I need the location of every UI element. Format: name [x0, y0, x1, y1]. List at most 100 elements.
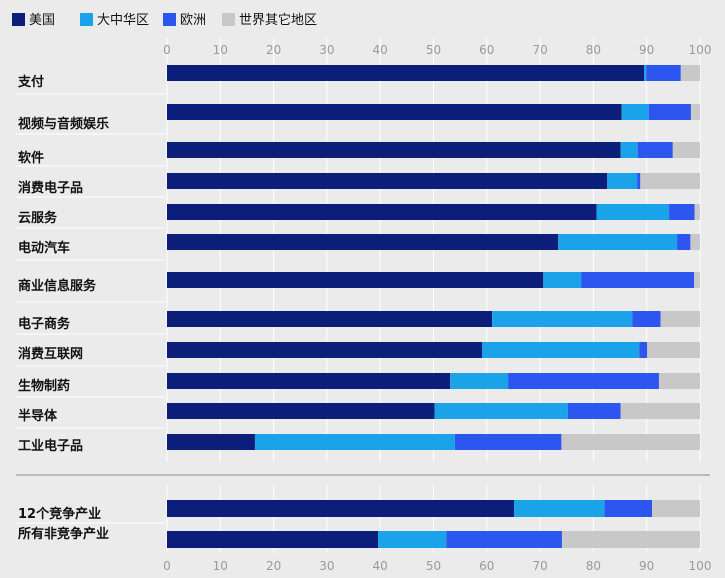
x-tick-label-top: 100 [689, 43, 712, 57]
bar-segment-1 [543, 272, 582, 288]
bar-segment-3 [640, 173, 700, 189]
x-tick-label-bottom: 100 [689, 559, 712, 573]
legend-item-0: 美国 [12, 13, 55, 28]
legend-label: 美国 [29, 13, 55, 28]
x-tick-label-top: 0 [163, 43, 171, 57]
x-tick-label-bottom: 60 [479, 559, 494, 573]
bar-segment-3 [690, 234, 700, 250]
category-label: 电动汽车 [18, 240, 70, 256]
category-label: 生物制药 [18, 378, 70, 394]
bar-segment-0 [167, 342, 483, 358]
x-tick-label-bottom: 40 [373, 559, 388, 573]
bar-segment-2 [581, 272, 695, 288]
bar-segment-1 [482, 342, 640, 358]
bar-segment-2 [637, 142, 673, 158]
bar-segment-3 [561, 531, 700, 548]
x-tick-label-bottom: 70 [532, 559, 547, 573]
bar-segment-2 [646, 65, 681, 81]
bar-segment-2 [677, 234, 691, 250]
bar-segment-2 [648, 104, 691, 120]
bar-segment-3 [652, 500, 700, 517]
bar-segment-2 [639, 342, 648, 358]
x-tick-label-top: 70 [532, 43, 547, 57]
bar-segment-0 [167, 173, 608, 189]
legend-swatch [163, 13, 176, 26]
category-label: 电子商务 [18, 316, 71, 332]
x-tick-label-top: 40 [373, 43, 388, 57]
x-tick-label-top: 80 [586, 43, 601, 57]
bar-segment-3 [561, 434, 700, 450]
bar-segment-1 [513, 500, 605, 517]
bar-segment-0 [167, 204, 597, 220]
bar-segment-2 [567, 403, 621, 419]
category-label: 软件 [18, 150, 44, 166]
category-label: 商业信息服务 [18, 278, 97, 294]
bar-segment-0 [167, 403, 435, 419]
legend-label: 欧洲 [180, 13, 206, 28]
bar-segment-1 [434, 403, 568, 419]
x-tick-label-top: 30 [319, 43, 334, 57]
bar-segment-0 [167, 65, 645, 81]
x-tick-label-top: 50 [426, 43, 441, 57]
category-label: 支付 [17, 74, 44, 90]
x-tick-label-top: 20 [266, 43, 281, 57]
bar-segment-3 [672, 142, 700, 158]
legend-swatch [80, 13, 93, 26]
x-tick-label-bottom: 20 [266, 559, 281, 573]
legend-label: 大中华区 [97, 13, 149, 28]
x-tick-label-bottom: 90 [639, 559, 654, 573]
bar-segment-1 [621, 104, 649, 120]
bar-segment-3 [690, 104, 700, 120]
bar-segment-0 [167, 104, 622, 120]
bar-segment-1 [596, 204, 670, 220]
x-tick-label-bottom: 50 [426, 559, 441, 573]
bar-segment-0 [167, 142, 621, 158]
bar-segment-2 [604, 500, 653, 517]
bar-segment-2 [669, 204, 695, 220]
category-label: 云服务 [18, 210, 58, 226]
bar-segment-1 [607, 173, 638, 189]
category-label: 视频与音频娱乐 [18, 116, 109, 132]
x-tick-label-top: 90 [639, 43, 654, 57]
bar-segment-3 [658, 373, 700, 389]
category-label: 工业电子品 [18, 438, 83, 454]
legend-label: 世界其它地区 [239, 12, 317, 28]
bar-segment-2 [632, 311, 661, 327]
bar-segment-1 [620, 142, 638, 158]
bar-segment-0 [167, 500, 514, 517]
bar-segment-0 [167, 311, 493, 327]
category-label: 所有非竞争产业 [18, 526, 109, 542]
x-axis-ticks: 0 0 10 10 20 20 30 30 40 40 50 50 60 60 70 70 80 80 90 90 10… [163, 43, 711, 573]
category-label: 消费电子品 [18, 180, 83, 196]
legend-item-3: 世界其它地区 [222, 12, 317, 28]
bar-segment-0 [167, 434, 255, 450]
bar-segment-1 [558, 234, 678, 250]
category-label: 消费互联网 [18, 346, 83, 362]
bar-segment-3 [694, 204, 700, 220]
bar-segment-2 [637, 173, 641, 189]
x-tick-label-top: 10 [213, 43, 228, 57]
bar-segment-0 [167, 531, 379, 548]
bar-segment-1 [644, 65, 647, 81]
legend-item-1: 大中华区 [80, 13, 149, 28]
x-tick-label-bottom: 80 [586, 559, 601, 573]
bar-segment-3 [694, 272, 700, 288]
bar-segment-1 [378, 531, 447, 548]
bars [167, 65, 700, 548]
x-tick-label-top: 60 [479, 43, 494, 57]
category-label: 半导体 [18, 408, 58, 424]
category-labels: 支付视频与音频娱乐软件消费电子品云服务电动汽车商业信息服务电子商务消费互联网生物… [17, 74, 109, 542]
legend-swatch [12, 13, 25, 26]
bar-segment-2 [454, 434, 562, 450]
bar-segment-3 [660, 311, 700, 327]
legend-item-2: 欧洲 [163, 13, 206, 28]
bar-segment-1 [450, 373, 509, 389]
category-label: 12个竞争产业 [18, 506, 101, 522]
bar-segment-0 [167, 272, 544, 288]
bar-segment-1 [492, 311, 633, 327]
legend-swatch [222, 13, 235, 26]
x-tick-label-bottom: 0 [163, 559, 171, 573]
x-tick-label-bottom: 10 [213, 559, 228, 573]
